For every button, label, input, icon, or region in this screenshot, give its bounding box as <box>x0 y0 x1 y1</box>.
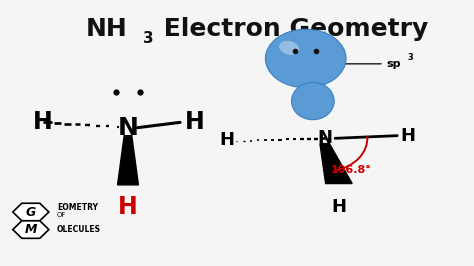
Text: Electron Geometry: Electron Geometry <box>155 17 428 41</box>
Polygon shape <box>320 144 352 184</box>
Ellipse shape <box>265 29 346 88</box>
Text: H: H <box>184 110 204 134</box>
Ellipse shape <box>292 82 334 120</box>
Text: 3: 3 <box>143 31 154 46</box>
Text: H: H <box>400 127 415 145</box>
Text: sp: sp <box>386 59 401 69</box>
Text: NH: NH <box>85 17 127 41</box>
Text: EOMETRY: EOMETRY <box>57 203 98 212</box>
Text: M: M <box>25 223 37 236</box>
Text: N: N <box>118 116 138 140</box>
Text: G: G <box>26 206 36 218</box>
Text: H: H <box>219 131 235 149</box>
Text: 106.8°: 106.8° <box>330 165 371 175</box>
Text: H: H <box>33 110 53 134</box>
Text: H: H <box>331 198 346 217</box>
Text: N: N <box>317 129 332 147</box>
Polygon shape <box>118 136 138 185</box>
Text: H: H <box>118 196 138 219</box>
Text: OF: OF <box>57 212 66 218</box>
Text: 3: 3 <box>407 53 413 63</box>
Text: OLECULES: OLECULES <box>57 225 101 234</box>
Ellipse shape <box>279 41 299 55</box>
